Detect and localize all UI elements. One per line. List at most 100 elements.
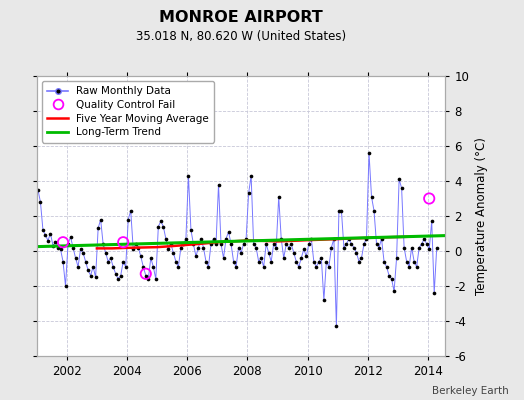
Text: Berkeley Earth: Berkeley Earth <box>432 386 508 396</box>
Point <box>347 241 356 247</box>
Point <box>56 246 64 252</box>
Point <box>122 264 130 270</box>
Point <box>141 270 150 277</box>
Point <box>237 250 245 256</box>
Point <box>224 228 233 235</box>
Point <box>267 258 276 265</box>
Point <box>269 241 278 247</box>
Point <box>102 250 110 256</box>
Point <box>252 244 260 251</box>
Point <box>239 241 248 247</box>
Point <box>41 232 50 238</box>
Point <box>196 236 205 242</box>
Point <box>405 264 413 270</box>
Point <box>370 208 378 214</box>
Point <box>182 236 190 242</box>
Point <box>395 176 403 182</box>
Point <box>112 270 120 277</box>
Point <box>209 236 217 242</box>
Point <box>177 244 185 251</box>
Point <box>192 253 200 260</box>
Point <box>124 216 133 223</box>
Point <box>410 258 418 265</box>
Point <box>400 244 408 251</box>
Point <box>119 239 127 246</box>
Y-axis label: Temperature Anomaly (°C): Temperature Anomaly (°C) <box>475 137 488 295</box>
Point <box>317 255 325 261</box>
Point <box>49 242 57 249</box>
Point <box>147 255 155 261</box>
Point <box>71 255 80 261</box>
Point <box>154 223 162 230</box>
Point <box>132 241 140 247</box>
Point <box>172 258 180 265</box>
Point <box>174 264 182 270</box>
Point <box>265 250 273 256</box>
Point <box>81 258 90 265</box>
Point <box>187 227 195 233</box>
Point <box>164 246 172 252</box>
Point <box>167 241 175 247</box>
Point <box>61 283 70 289</box>
Point <box>217 241 225 247</box>
Point <box>392 255 401 261</box>
Point <box>420 236 429 242</box>
Point <box>139 264 147 270</box>
Point <box>141 272 150 279</box>
Point <box>327 244 335 251</box>
Point <box>257 255 265 261</box>
Point <box>418 241 426 247</box>
Point <box>244 190 253 196</box>
Point <box>116 272 125 279</box>
Point <box>184 172 193 179</box>
Point <box>425 246 433 252</box>
Point <box>340 244 348 251</box>
Point <box>302 253 311 260</box>
Point <box>46 230 54 237</box>
Point <box>214 181 223 188</box>
Point <box>249 241 258 247</box>
Point <box>330 236 338 242</box>
Point <box>335 208 343 214</box>
Point <box>94 225 102 232</box>
Point <box>119 258 127 265</box>
Text: 35.018 N, 80.620 W (United States): 35.018 N, 80.620 W (United States) <box>136 30 346 43</box>
Point <box>292 258 300 265</box>
Point <box>106 255 115 261</box>
Point <box>44 237 52 244</box>
Point <box>179 241 188 247</box>
Point <box>390 288 398 294</box>
Point <box>51 239 60 246</box>
Point <box>357 255 366 261</box>
Point <box>220 255 228 261</box>
Point <box>259 264 268 270</box>
Point <box>297 255 305 261</box>
Point <box>282 241 290 247</box>
Point <box>342 241 351 247</box>
Point <box>375 244 383 251</box>
Point <box>194 244 203 251</box>
Point <box>332 323 341 330</box>
Point <box>337 208 346 214</box>
Point <box>279 255 288 261</box>
Point <box>114 276 123 282</box>
Point <box>204 264 213 270</box>
Point <box>415 244 423 251</box>
Point <box>362 236 370 242</box>
Point <box>307 236 315 242</box>
Point <box>59 258 67 265</box>
Point <box>74 264 82 270</box>
Point <box>325 264 333 270</box>
Point <box>412 264 421 270</box>
Point <box>86 272 95 279</box>
Point <box>294 264 303 270</box>
Point <box>199 244 208 251</box>
Point <box>96 216 105 223</box>
Point <box>69 244 77 251</box>
Point <box>36 199 45 205</box>
Point <box>232 264 241 270</box>
Point <box>377 236 386 242</box>
Point <box>39 227 47 233</box>
Point <box>222 236 230 242</box>
Point <box>422 241 431 247</box>
